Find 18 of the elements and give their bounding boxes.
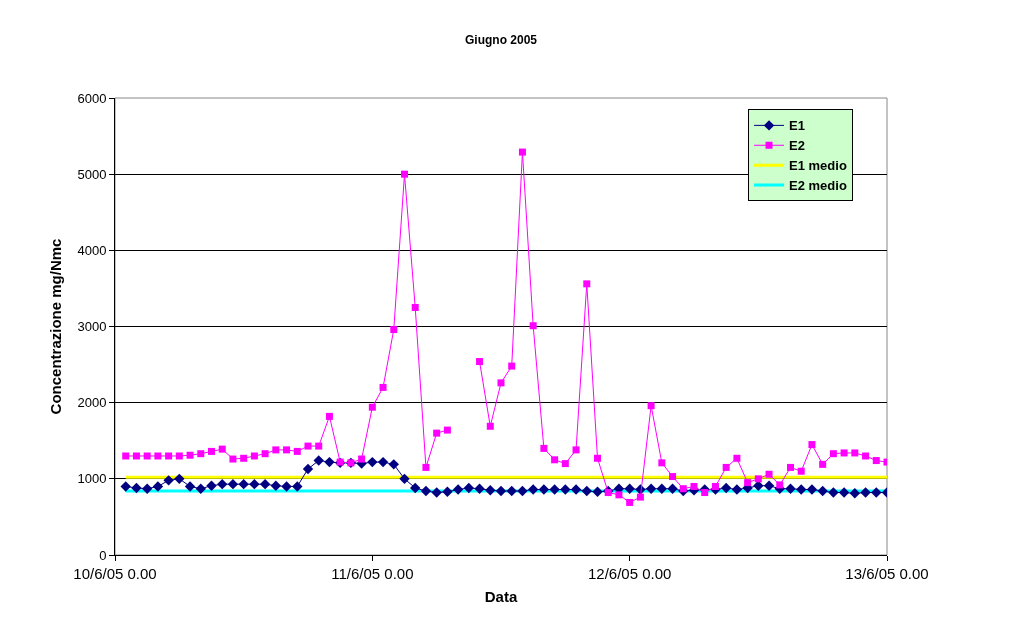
legend-label: E1 medio	[789, 158, 847, 174]
x-tick-label: 12/6/05 0.00	[587, 565, 672, 582]
x-axis-title: Data	[484, 588, 518, 605]
x-tick-label: 10/6/05 0.00	[73, 565, 157, 582]
chart-title: Giugno 2005	[464, 33, 538, 48]
legend-label: E2	[789, 138, 805, 154]
y-axis-title: Concentrazione mg/Nmc	[46, 238, 64, 415]
y-tick-label: 0	[99, 547, 107, 563]
y-tick-label: 5000	[77, 166, 107, 182]
legend-label: E2 medio	[789, 178, 847, 194]
y-tick-label: 2000	[77, 395, 107, 411]
y-tick-label: 1000	[77, 471, 107, 487]
legend-label: E1	[789, 118, 805, 134]
y-tick-label: 3000	[77, 319, 107, 335]
y-tick-label: 4000	[77, 242, 107, 258]
x-tick-label: 11/6/05 0.00	[331, 565, 414, 582]
y-tick-label: 6000	[77, 90, 107, 106]
x-tick-label: 13/6/05 0.00	[845, 565, 929, 582]
